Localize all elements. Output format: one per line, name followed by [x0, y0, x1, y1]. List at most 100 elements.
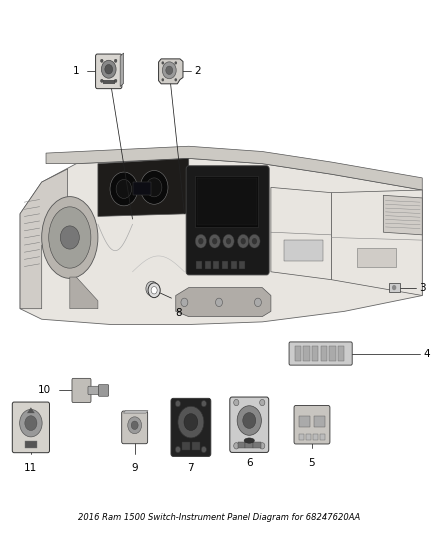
- Circle shape: [392, 285, 396, 290]
- Ellipse shape: [42, 197, 98, 278]
- Bar: [320, 434, 325, 440]
- Circle shape: [60, 226, 79, 249]
- Circle shape: [249, 235, 260, 248]
- Bar: [133, 182, 151, 195]
- Circle shape: [166, 66, 173, 75]
- Text: 6: 6: [246, 458, 253, 468]
- Text: 9: 9: [131, 463, 138, 473]
- FancyBboxPatch shape: [12, 402, 49, 453]
- FancyBboxPatch shape: [95, 54, 122, 88]
- Circle shape: [110, 172, 138, 206]
- Circle shape: [201, 400, 206, 407]
- Circle shape: [162, 78, 164, 82]
- Polygon shape: [20, 158, 422, 325]
- Circle shape: [105, 64, 113, 74]
- Bar: [213, 261, 219, 269]
- Bar: [195, 176, 258, 227]
- Bar: [338, 346, 344, 361]
- Polygon shape: [98, 158, 189, 216]
- Bar: [304, 346, 310, 361]
- Bar: [196, 261, 202, 269]
- FancyBboxPatch shape: [289, 342, 352, 365]
- Circle shape: [114, 59, 117, 62]
- Bar: [299, 416, 310, 427]
- Circle shape: [101, 60, 116, 78]
- Circle shape: [174, 61, 177, 64]
- Circle shape: [175, 446, 180, 453]
- Circle shape: [243, 413, 256, 429]
- FancyBboxPatch shape: [294, 406, 330, 444]
- Bar: [253, 442, 261, 448]
- Bar: [192, 442, 200, 449]
- Circle shape: [149, 285, 155, 292]
- Text: 10: 10: [38, 385, 51, 395]
- Circle shape: [174, 78, 177, 82]
- Circle shape: [128, 417, 141, 434]
- Circle shape: [146, 281, 158, 296]
- Bar: [284, 240, 323, 261]
- Circle shape: [201, 446, 206, 453]
- Bar: [102, 79, 115, 84]
- Circle shape: [178, 406, 204, 438]
- Circle shape: [181, 298, 188, 306]
- Text: 2016 Ram 1500 Switch-Instrument Panel Diagram for 68247620AA: 2016 Ram 1500 Switch-Instrument Panel Di…: [78, 513, 360, 522]
- Circle shape: [100, 59, 103, 62]
- FancyBboxPatch shape: [122, 411, 148, 443]
- Circle shape: [25, 416, 37, 431]
- Circle shape: [260, 399, 265, 406]
- Circle shape: [195, 235, 206, 248]
- Bar: [239, 261, 245, 269]
- Bar: [231, 261, 237, 269]
- Polygon shape: [176, 288, 271, 317]
- Circle shape: [140, 171, 168, 204]
- Bar: [182, 442, 190, 449]
- Circle shape: [237, 406, 261, 435]
- Polygon shape: [332, 190, 422, 295]
- Bar: [321, 346, 327, 361]
- Circle shape: [234, 399, 239, 406]
- Bar: [306, 434, 311, 440]
- Text: 11: 11: [24, 463, 38, 473]
- Circle shape: [226, 238, 231, 244]
- Text: 1: 1: [73, 66, 79, 76]
- Polygon shape: [46, 146, 422, 190]
- Circle shape: [209, 235, 220, 248]
- FancyBboxPatch shape: [230, 397, 269, 453]
- Bar: [357, 248, 396, 266]
- Circle shape: [162, 62, 176, 79]
- Circle shape: [151, 287, 157, 294]
- Text: 8: 8: [175, 308, 181, 318]
- Circle shape: [254, 298, 261, 306]
- Polygon shape: [120, 53, 124, 86]
- FancyBboxPatch shape: [88, 386, 102, 394]
- Circle shape: [175, 400, 180, 407]
- Bar: [314, 416, 325, 427]
- Circle shape: [223, 235, 234, 248]
- Polygon shape: [271, 188, 332, 280]
- FancyBboxPatch shape: [99, 385, 109, 396]
- Text: 2: 2: [194, 66, 201, 76]
- Circle shape: [148, 283, 160, 297]
- Text: 4: 4: [424, 349, 430, 359]
- FancyBboxPatch shape: [72, 378, 91, 402]
- Circle shape: [131, 421, 138, 430]
- Circle shape: [20, 409, 42, 437]
- Bar: [245, 442, 253, 448]
- Circle shape: [198, 238, 203, 244]
- Bar: [197, 178, 257, 225]
- Circle shape: [215, 298, 223, 306]
- Bar: [313, 434, 318, 440]
- Circle shape: [240, 238, 246, 244]
- Bar: [205, 261, 211, 269]
- Ellipse shape: [49, 207, 91, 268]
- Polygon shape: [27, 407, 35, 413]
- Polygon shape: [20, 169, 67, 309]
- Bar: [222, 261, 228, 269]
- Polygon shape: [124, 410, 148, 413]
- FancyBboxPatch shape: [171, 398, 211, 456]
- Ellipse shape: [244, 438, 254, 443]
- Circle shape: [260, 443, 265, 449]
- Circle shape: [234, 443, 239, 449]
- Circle shape: [237, 235, 249, 248]
- Bar: [237, 442, 245, 448]
